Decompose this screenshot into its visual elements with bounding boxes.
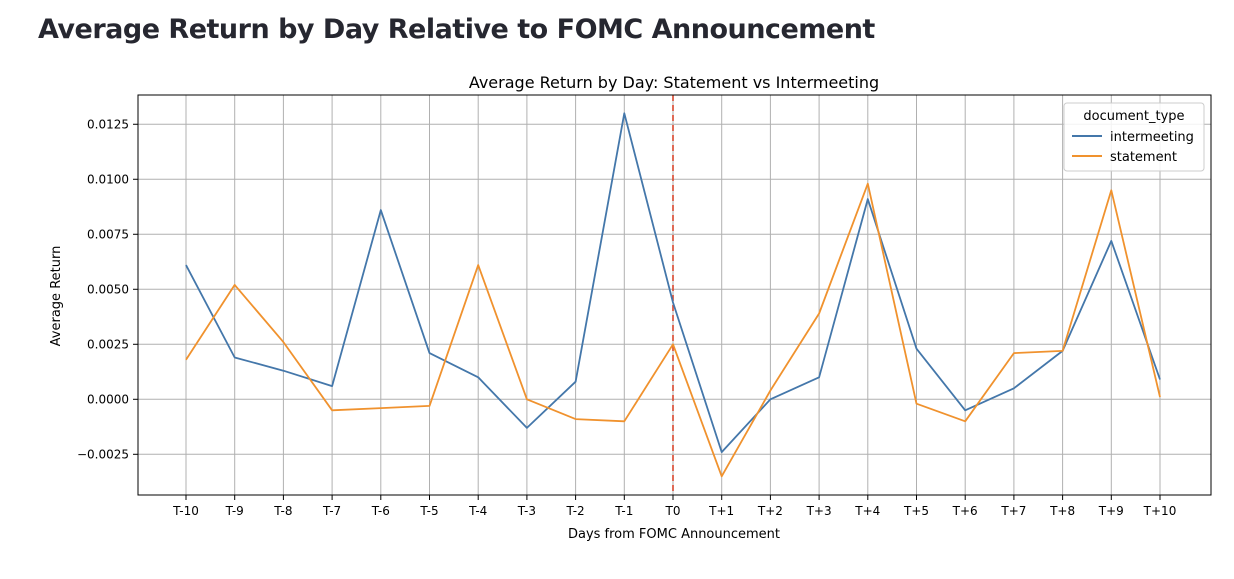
series-line-statement [185,182,1161,478]
series-line-intermeeting [185,112,1161,454]
x-tick-label: T0 [665,504,681,518]
legend-label-intermeeting: intermeeting [1110,130,1194,145]
x-tick-label: T-4 [468,504,487,518]
x-tick-label: T-1 [614,504,633,518]
y-tick-label: −0.0025 [77,447,129,461]
x-tick-label: T+5 [903,504,929,518]
x-tick-label: T+7 [1000,504,1026,518]
series-lines [185,112,1161,478]
x-tick-label: T-9 [225,504,244,518]
x-tick-label: T-2 [565,504,584,518]
chart-title: Average Return by Day: Statement vs Inte… [469,73,879,92]
legend-box [1063,102,1205,172]
y-axis-label: Average Return [49,246,64,347]
x-tick-label: T+10 [1143,504,1177,518]
x-tick-label: T+2 [757,504,783,518]
y-tick-label: 0.0050 [87,282,129,296]
x-tick-label: T+9 [1098,504,1124,518]
x-tick-label: T+3 [806,504,832,518]
x-tick-label: T-10 [172,504,199,518]
y-tick-label: 0.0100 [87,172,129,186]
x-tick-label: T-7 [322,504,341,518]
x-tick-label: T-6 [371,504,390,518]
y-tick-label: 0.0000 [87,392,129,406]
x-tick-label: T+4 [854,504,880,518]
y-tick-label: 0.0075 [87,227,129,241]
x-tick-label: T+1 [708,504,734,518]
y-tick-label: 0.0125 [87,117,129,131]
legend: document_type intermeeting statement [1063,102,1205,172]
page-title: Average Return by Day Relative to FOMC A… [38,14,875,45]
x-axis-label: Days from FOMC Announcement [568,527,780,542]
x-tick-label: T+8 [1049,504,1075,518]
y-tick-label: 0.0025 [87,337,129,351]
x-tick-label: T-5 [419,504,438,518]
plot-frame [137,94,1212,496]
grid-lines [138,95,1211,495]
y-axis-ticks: −0.0025 0.0000 0.0025 0.0050 0.0075 0.0100 0.0… [77,117,138,461]
x-axis-ticks: T-10 T-9 T-8 T-7 T-6 T-5 T-4 T-3 T-2 T-1 T0 T+1 T+2 T… [172,495,1176,518]
legend-label-statement: statement [1110,150,1177,165]
x-tick-label: T-8 [273,504,292,518]
x-tick-label: T+6 [952,504,978,518]
x-tick-label: T-3 [517,504,536,518]
legend-title: document_type [1083,109,1184,124]
